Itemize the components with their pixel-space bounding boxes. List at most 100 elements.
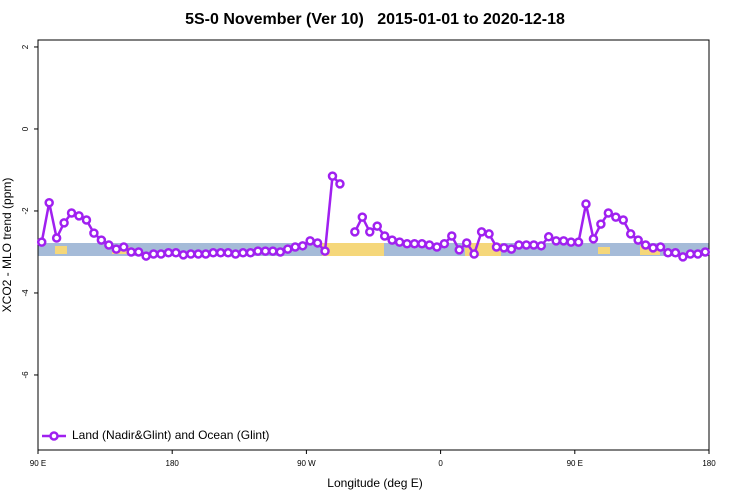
data-point	[678, 252, 688, 262]
data-point	[476, 227, 487, 237]
data-point	[320, 246, 330, 256]
x-tick-label: 0	[438, 459, 443, 468]
data-point	[439, 239, 450, 249]
land-patch	[55, 246, 67, 254]
data-point	[663, 248, 673, 258]
data-point	[491, 242, 502, 252]
data-point	[141, 251, 151, 261]
x-tick-label: 90 E	[567, 459, 583, 468]
chart-title: 5S-0 November (Ver 10) 2015-01-01 to 202…	[185, 11, 565, 28]
data-point	[305, 236, 315, 246]
data-point	[223, 248, 233, 258]
y-axis-label: XCO2 - MLO trend (ppm)	[0, 178, 14, 313]
data-point	[104, 240, 114, 250]
data-point	[625, 229, 636, 239]
data-point	[670, 248, 681, 258]
legend-marker	[49, 431, 59, 441]
data-point	[573, 237, 584, 247]
data-point	[357, 212, 368, 222]
data-point	[514, 240, 524, 250]
data-point	[118, 242, 129, 252]
data-point	[36, 237, 47, 247]
data-point	[253, 246, 263, 256]
data-point	[543, 232, 554, 242]
land-patch	[598, 247, 610, 254]
y-tick-label: -4	[21, 289, 30, 297]
data-point	[260, 246, 271, 256]
data-point	[208, 248, 218, 258]
data-point	[312, 238, 323, 248]
data-point	[469, 249, 479, 259]
data-point	[558, 236, 569, 246]
data-point	[193, 249, 204, 259]
land-patch	[322, 243, 384, 256]
data-point	[506, 244, 517, 254]
data-point	[387, 235, 397, 245]
y-tick-label: 0	[21, 126, 30, 131]
data-point	[618, 215, 629, 225]
data-point	[447, 231, 457, 241]
data-point	[640, 240, 651, 250]
data-point	[245, 248, 256, 258]
data-point	[484, 229, 494, 239]
y-tick-label: -2	[21, 207, 30, 215]
data-point	[700, 247, 711, 257]
data-point	[394, 237, 405, 247]
data-point	[588, 234, 599, 244]
data-point	[66, 208, 77, 218]
data-point	[268, 246, 278, 256]
data-point	[148, 249, 159, 259]
x-tick-label: 180	[166, 459, 180, 468]
data-point	[350, 227, 360, 237]
data-point	[290, 242, 300, 252]
y-tick-label: -6	[21, 371, 30, 379]
data-point	[171, 248, 181, 258]
data-point	[59, 218, 69, 228]
data-point	[581, 199, 591, 209]
data-point	[596, 219, 606, 229]
legend-label: Land (Nadir&Glint) and Ocean (Glint)	[72, 428, 269, 442]
data-point	[454, 245, 464, 255]
data-point	[111, 244, 122, 254]
data-point	[81, 215, 92, 225]
data-point	[89, 228, 99, 238]
data-point	[215, 248, 226, 258]
data-point	[238, 248, 248, 258]
data-point	[499, 243, 509, 253]
data-point	[521, 240, 532, 250]
data-point	[74, 211, 84, 221]
y-tick-label: 2	[21, 44, 30, 49]
x-tick-label: 90 E	[30, 459, 46, 468]
data-point	[633, 235, 643, 245]
data-point	[424, 240, 435, 250]
x-axis-label: Longitude (deg E)	[327, 476, 422, 490]
data-point	[551, 236, 561, 246]
data-point	[402, 239, 412, 249]
data-point	[379, 231, 390, 241]
data-point	[648, 243, 658, 253]
data-point	[536, 241, 546, 251]
x-tick-label: 180	[702, 459, 716, 468]
data-point	[685, 249, 696, 259]
data-point	[327, 171, 338, 181]
data-point	[126, 247, 136, 257]
data-point	[372, 221, 382, 231]
data-point	[409, 239, 420, 249]
data-point	[693, 249, 703, 259]
data-point	[133, 247, 144, 257]
data-point	[611, 212, 621, 222]
data-point	[230, 249, 241, 259]
data-point	[655, 242, 666, 252]
data-point	[432, 242, 442, 252]
data-point	[156, 249, 166, 259]
data-point	[603, 208, 614, 218]
data-point	[163, 248, 174, 258]
data-point	[44, 198, 54, 208]
data-point	[96, 235, 107, 245]
data-point	[297, 241, 308, 251]
data-point	[178, 250, 189, 260]
data-point	[51, 233, 62, 243]
data-point	[283, 244, 293, 254]
data-point	[201, 249, 211, 259]
